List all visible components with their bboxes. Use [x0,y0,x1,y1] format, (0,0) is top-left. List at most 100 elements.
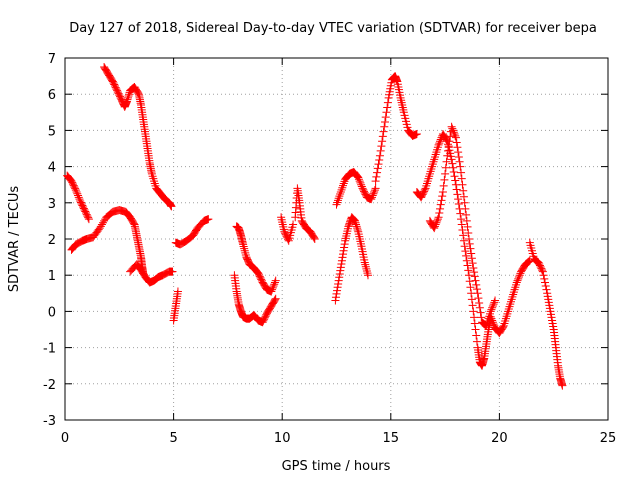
data-point [339,181,348,190]
data-point [334,279,343,288]
data-point [470,268,479,277]
chart-title: Day 127 of 2018, Sidereal Day-to-day VTE… [69,21,597,36]
y-tick-label: 7 [48,52,56,67]
data-point [459,192,468,201]
data-point [336,190,345,199]
data-point [420,185,429,194]
data-point [334,194,343,203]
data-point [336,266,345,275]
y-tick-label: 5 [48,124,56,139]
y-tick-label: -2 [43,378,56,393]
data-point [431,220,440,229]
grid-lines [65,58,608,420]
data-point [125,90,134,99]
data-point [464,271,473,280]
series-arc-05 [169,287,182,325]
data-point [335,269,344,278]
data-point [456,162,465,171]
data-point [460,198,469,207]
series-arc-14 [412,130,534,370]
data-point [443,146,452,155]
data-point [340,240,349,249]
data-point [489,320,498,329]
data-point [268,285,277,294]
series-arc-02 [67,206,148,278]
data-point [173,287,182,296]
data-point [333,283,342,292]
data-point [271,276,280,285]
data-point [449,163,458,172]
data-point [513,276,522,285]
data-point [241,250,250,259]
data-point [461,204,470,213]
data-point [374,160,383,169]
data-point [363,269,372,278]
data-point [471,276,480,285]
data-point [372,172,381,181]
data-point [539,271,548,280]
data-point [356,178,365,187]
axis-ticks: 0 5 10 15 20 25 -3 -2 -1 0 1 2 3 4 5 6 7 [43,52,616,446]
data-point [481,321,490,330]
data-point [351,218,360,227]
data-point [490,298,499,307]
data-point [472,280,481,289]
data-point [354,175,363,184]
series-arc-09 [277,213,298,245]
data-point [443,151,452,160]
data-point [339,250,348,259]
data-point [454,148,463,157]
data-point [124,92,133,101]
data-point [84,215,93,224]
data-point [270,295,279,304]
data-point [542,285,551,294]
data-point [456,209,465,218]
data-point [451,131,460,140]
data-point [458,180,467,189]
data-point [333,196,342,205]
data-point [447,155,456,164]
data-point [367,193,376,202]
x-tick-label: 15 [383,431,400,446]
data-point [367,195,376,204]
data-point [452,138,461,147]
data-point [350,216,359,225]
x-tick-label: 20 [491,431,508,446]
data-point [454,200,463,209]
data-point [449,128,458,137]
data-point [381,117,390,126]
data-point [447,122,456,131]
data-point [270,280,279,289]
data-point [457,215,466,224]
data-point [271,294,280,303]
data-point [333,198,342,207]
data-point [451,133,460,142]
data-point [375,155,384,164]
series-arc-12 [331,213,372,305]
data-point [460,242,469,251]
data-point [538,266,547,275]
y-tick-label: -1 [43,342,56,357]
data-point [491,296,500,305]
data-point [331,293,340,302]
data-point [339,179,348,188]
y-tick-label: -3 [43,414,56,429]
data-point [499,323,508,332]
data-point [371,177,380,186]
data-point [204,215,213,224]
y-tick-label: 3 [48,197,56,212]
data-point [467,295,476,304]
data-point [459,186,468,195]
data-point [357,180,366,189]
data-point [381,113,390,122]
data-point [337,260,346,269]
plot-frame [64,57,609,421]
data-point [337,185,346,194]
data-point [334,276,343,285]
data-point [453,143,462,152]
data-point [441,163,450,172]
data-point [378,132,387,141]
data-point [333,286,342,295]
data-point [338,183,347,192]
data-point [475,298,484,307]
